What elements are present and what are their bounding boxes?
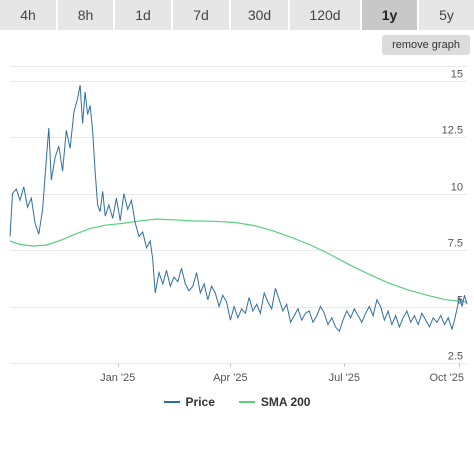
- legend-item-sma[interactable]: SMA 200: [238, 395, 311, 409]
- tab-120d[interactable]: 120d: [290, 0, 360, 30]
- timeframe-tabs: 4h 8h 1d 7d 30d 120d 1y 5y: [0, 0, 474, 30]
- chart-legend: Price SMA 200: [0, 392, 474, 412]
- legend-swatch-sma: [238, 401, 255, 403]
- tab-4h[interactable]: 4h: [0, 0, 56, 30]
- sma-200-line: [9, 218, 468, 303]
- y-tick-label: 2.5: [448, 351, 463, 363]
- y-tick-label: 12.5: [442, 125, 463, 137]
- x-tick-label: Jul '25: [329, 372, 360, 384]
- x-tick-label: Apr '25: [213, 372, 248, 384]
- x-axis-tick-labels: Jan '25 Apr '25 Jul '25 Oct '25: [100, 372, 464, 384]
- legend-label-price: Price: [185, 395, 215, 409]
- x-tick-label: Jan '25: [100, 372, 135, 384]
- tab-1d[interactable]: 1d: [115, 0, 171, 30]
- y-tick-label: 7.5: [448, 238, 463, 250]
- remove-graph-button[interactable]: remove graph: [382, 35, 470, 55]
- y-tick-label: 10: [451, 182, 463, 194]
- tab-5y[interactable]: 5y: [419, 0, 474, 30]
- tab-1y[interactable]: 1y: [362, 0, 417, 30]
- legend-label-sma: SMA 200: [260, 395, 311, 409]
- legend-item-price[interactable]: Price: [163, 395, 215, 409]
- tab-30d[interactable]: 30d: [231, 0, 288, 30]
- y-tick-label: 15: [451, 69, 463, 81]
- tab-7d[interactable]: 7d: [173, 0, 229, 30]
- x-tick-label: Oct '25: [429, 372, 464, 384]
- tab-8h[interactable]: 8h: [58, 0, 113, 30]
- grid-lines: [10, 66, 467, 367]
- price-line: [9, 85, 468, 333]
- legend-swatch-price: [163, 401, 180, 403]
